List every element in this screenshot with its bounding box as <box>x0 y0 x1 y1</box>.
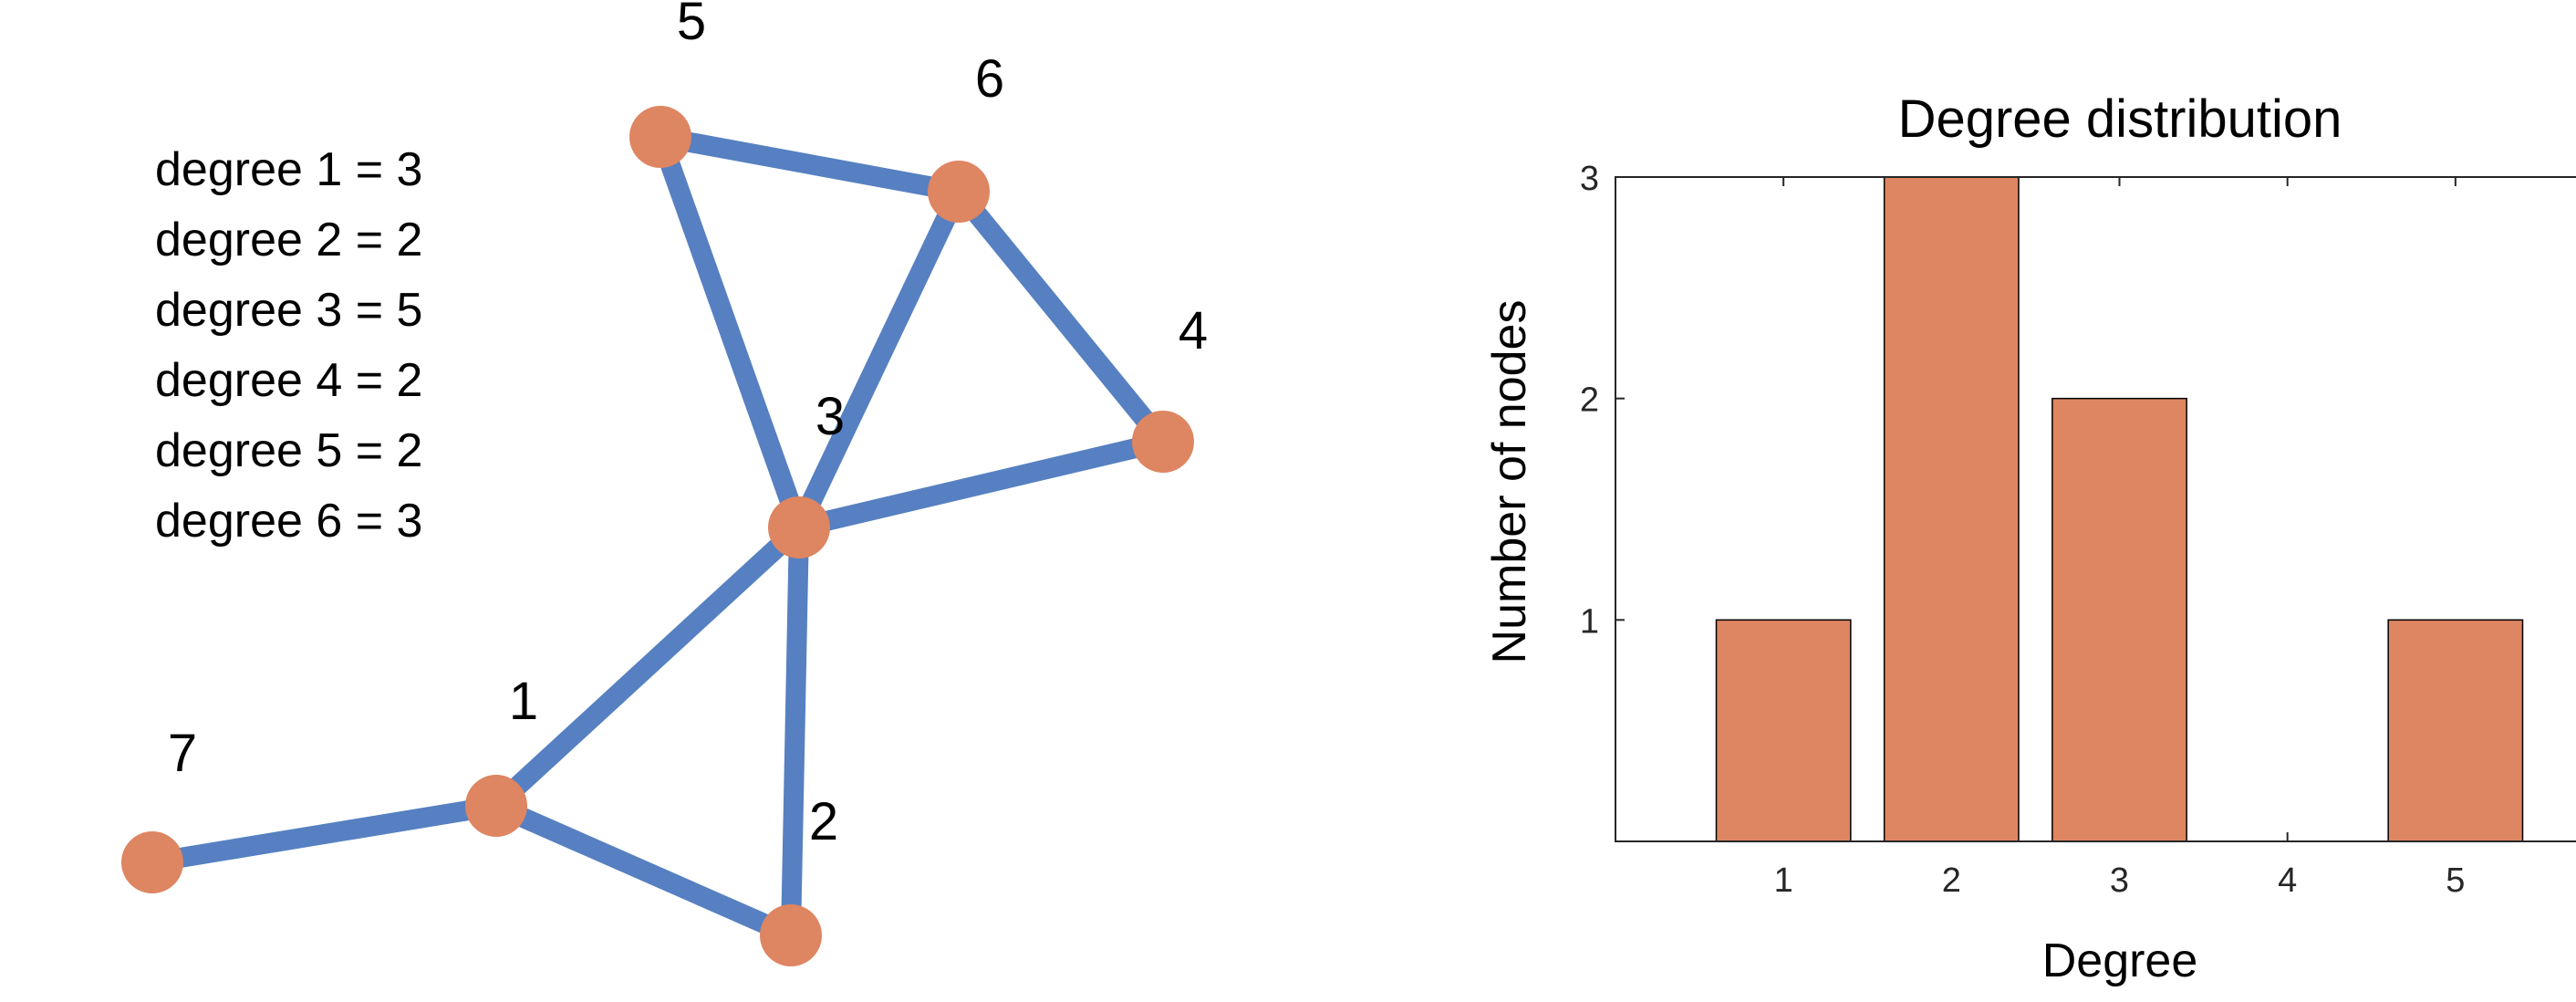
node-label: 5 <box>677 0 706 51</box>
bar <box>2052 399 2186 841</box>
node-label: 6 <box>975 49 1004 109</box>
bar <box>2388 620 2522 841</box>
graph-node <box>629 106 691 168</box>
x-tick-label: 5 <box>2446 861 2465 900</box>
graph-node <box>1132 411 1194 473</box>
node-label: 4 <box>1179 301 1208 360</box>
graph-edge <box>959 192 1163 442</box>
graph-edge <box>496 806 791 935</box>
graph-node <box>465 775 527 837</box>
graph-edge <box>799 192 959 527</box>
x-tick-label: 3 <box>2110 861 2129 900</box>
chart-title: Degree distribution <box>1898 89 2342 149</box>
y-tick-label: 1 <box>1580 602 1599 641</box>
x-tick-label: 4 <box>2278 861 2297 900</box>
graph-node <box>928 161 990 223</box>
degree-distribution-chart: Degree distribution Degree Number of nod… <box>1483 89 2576 987</box>
y-tick-label: 3 <box>1580 160 1599 198</box>
graph-node <box>768 496 830 558</box>
graph-edge <box>660 137 959 192</box>
node-label: 2 <box>809 792 838 851</box>
y-axis-label: Number of nodes <box>1483 300 1536 664</box>
x-axis-label: Degree <box>2042 934 2198 987</box>
node-label: 7 <box>168 724 197 783</box>
bar <box>1885 177 2019 841</box>
node-label: 1 <box>509 672 538 731</box>
graph-edge <box>660 137 799 527</box>
node-label: 3 <box>815 387 845 446</box>
bar <box>1717 620 1851 841</box>
degree-item: degree 4 = 2 <box>155 346 422 416</box>
graph-edge <box>152 806 496 862</box>
degree-item: degree 2 = 2 <box>155 205 422 276</box>
graph-edge <box>791 527 799 935</box>
x-tick-label: 2 <box>1942 861 1961 900</box>
x-tick-label: 1 <box>1774 861 1793 900</box>
graph-edge <box>496 527 799 806</box>
y-tick-label: 2 <box>1580 381 1599 420</box>
degree-list: degree 1 = 3 degree 2 = 2 degree 3 = 5 d… <box>155 135 422 557</box>
degree-item: degree 1 = 3 <box>155 135 422 205</box>
graph-edge <box>799 442 1163 527</box>
graph-node <box>760 904 822 966</box>
graph-node <box>121 831 183 893</box>
degree-item: degree 5 = 2 <box>155 416 422 486</box>
degree-item: degree 6 = 3 <box>155 486 422 557</box>
degree-item: degree 3 = 5 <box>155 276 422 346</box>
